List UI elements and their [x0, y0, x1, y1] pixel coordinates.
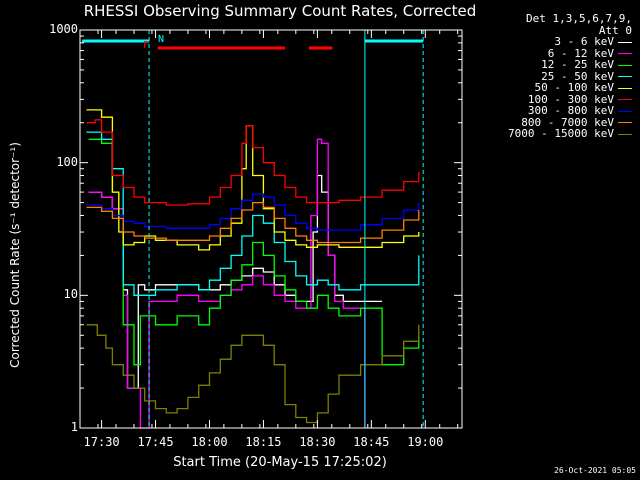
x-tick-label-5: 18:30: [299, 435, 336, 449]
legend-header-detectors: Det 1,3,5,6,7,9,: [526, 12, 632, 25]
legend-swatch: [618, 99, 632, 100]
legend-entries: 3 - 6 keV 6 - 12 keV 12 - 25 keV 25 - 50 ke…: [508, 36, 632, 140]
legend: Det 1,3,5,6,7,9, Att 0 3 - 6 keV 6 - 12 k…: [508, 13, 632, 140]
legend-entry-8: 800 - 7000 keV: [508, 115, 632, 129]
legend-swatch: [618, 76, 632, 77]
y-tick-label-1: 1: [70, 420, 78, 434]
series-line-1: [88, 174, 383, 389]
legend-entry-label: 25 - 50 keV: [541, 69, 614, 83]
x-axis-label: Start Time (20-May-15 17:25:02): [173, 455, 387, 470]
series-line-3: [88, 138, 420, 366]
legend-entry-label: 3 - 6 keV: [554, 35, 614, 48]
legend-entry-label: 100 - 300 keV: [527, 92, 614, 106]
legend-entry-5: 50 - 100 keV: [508, 82, 632, 94]
plot-frame: [79, 29, 463, 429]
night-flag-label: N: [158, 34, 165, 45]
series-line-8: [86, 201, 420, 244]
flare-flag-label: F: [143, 40, 150, 51]
x-tick-label-6: 18:45: [353, 435, 390, 449]
x-tick-label-3: 18:00: [191, 435, 228, 449]
series-line-4: [86, 131, 420, 296]
x-tick-label-2: 17:45: [137, 435, 174, 449]
legend-swatch: [618, 64, 632, 66]
series-line-5: [86, 109, 420, 251]
legend-entry-label: 50 - 100 keV: [534, 81, 614, 94]
legend-swatch: [618, 122, 632, 123]
generation-timestamp: 26-Oct-2021 05:05: [554, 466, 636, 475]
y-axis-label: Corrected Count Rate (s⁻¹ detector⁻¹): [8, 142, 22, 368]
legend-swatch: [618, 133, 632, 135]
legend-entry-3: 12 - 25 keV: [508, 59, 632, 71]
x-tick-label-7: 19:00: [407, 435, 444, 449]
series-line-6: [86, 119, 420, 206]
y-tick-label-2: 10: [63, 287, 78, 302]
legend-entry-7: 300 - 800 keV: [508, 105, 632, 117]
legend-entry-4: 25 - 50 keV: [508, 69, 632, 83]
legend-swatch: [618, 110, 632, 112]
legend-entry-label: 300 - 800 keV: [527, 104, 614, 117]
legend-entry-label: 6 - 12 keV: [547, 46, 614, 60]
y-tick-label-3: 100: [56, 154, 78, 169]
series-line-7: [86, 193, 420, 231]
legend-entry-9: 7000 - 15000 keV: [508, 128, 632, 140]
legend-swatch: [618, 87, 632, 89]
series-line-9: [86, 324, 420, 424]
legend-entry-label: 7000 - 15000 keV: [508, 127, 614, 140]
legend-swatch: [618, 53, 632, 54]
legend-entry-label: 12 - 25 keV: [541, 58, 614, 71]
chart-title: RHESSI Observing Summary Count Rates, Co…: [83, 2, 477, 20]
legend-entry-label: 800 - 7000 keV: [521, 115, 614, 129]
legend-swatch: [618, 41, 632, 43]
y-tick-label-4: 1000: [49, 22, 78, 36]
legend-header-attenuator: Att 0: [598, 23, 632, 37]
x-tick-label-1: 17:30: [83, 435, 120, 449]
legend-entry-2: 6 - 12 keV: [508, 46, 632, 60]
series-line-2: [88, 138, 366, 429]
x-tick-label-4: 18:15: [245, 435, 282, 449]
legend-entry-1: 3 - 6 keV: [508, 36, 632, 48]
legend-entry-6: 100 - 300 keV: [508, 92, 632, 106]
